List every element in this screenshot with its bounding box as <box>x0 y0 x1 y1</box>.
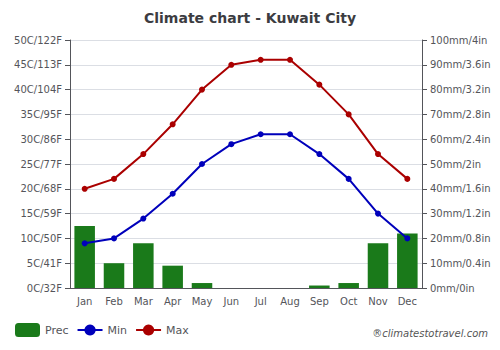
svg-text:15C/59F: 15C/59F <box>20 208 62 219</box>
svg-text:Max: Max <box>166 324 189 337</box>
svg-text:Prec: Prec <box>45 324 69 337</box>
svg-text:Jun: Jun <box>223 296 240 307</box>
svg-text:Climate chart - Kuwait City: Climate chart - Kuwait City <box>144 10 356 26</box>
svg-text:Sep: Sep <box>310 296 329 307</box>
svg-text:20mm/0.8in: 20mm/0.8in <box>430 233 491 244</box>
svg-text:100mm/4in: 100mm/4in <box>430 35 487 46</box>
svg-text:Feb: Feb <box>105 296 123 307</box>
svg-text:50C/122F: 50C/122F <box>14 35 62 46</box>
svg-text:Apr: Apr <box>164 296 182 307</box>
svg-text:35C/95F: 35C/95F <box>20 109 62 120</box>
svg-text:Nov: Nov <box>368 296 388 307</box>
svg-text:45C/113F: 45C/113F <box>14 59 62 70</box>
svg-text:0C/32F: 0C/32F <box>27 283 62 294</box>
svg-text:25C/77F: 25C/77F <box>20 159 62 170</box>
svg-text:40mm/1.6in: 40mm/1.6in <box>430 183 491 194</box>
svg-text:Jan: Jan <box>76 296 92 307</box>
svg-text:10mm/0.4in: 10mm/0.4in <box>430 258 491 269</box>
svg-text:®climatesto​travel.com: ®climatesto​travel.com <box>372 328 488 339</box>
svg-text:90mm/3.6in: 90mm/3.6in <box>430 59 491 70</box>
svg-text:10C/50F: 10C/50F <box>20 233 62 244</box>
svg-text:60mm/2.4in: 60mm/2.4in <box>430 134 491 145</box>
svg-text:Min: Min <box>108 324 128 337</box>
svg-text:Mar: Mar <box>134 296 154 307</box>
svg-text:Aug: Aug <box>280 296 300 307</box>
svg-text:Oct: Oct <box>340 296 357 307</box>
svg-text:Jul: Jul <box>254 296 267 307</box>
svg-text:30C/86F: 30C/86F <box>20 134 62 145</box>
svg-text:5C/41F: 5C/41F <box>27 258 62 269</box>
svg-text:80mm/3.2in: 80mm/3.2in <box>430 84 491 95</box>
svg-text:70mm/2.8in: 70mm/2.8in <box>430 109 491 120</box>
svg-text:40C/104F: 40C/104F <box>14 84 62 95</box>
svg-text:0mm/0in: 0mm/0in <box>430 283 475 294</box>
svg-text:30mm/1.2in: 30mm/1.2in <box>430 208 491 219</box>
svg-text:50mm/2in: 50mm/2in <box>430 159 481 170</box>
svg-text:Dec: Dec <box>398 296 417 307</box>
svg-text:May: May <box>192 296 213 307</box>
svg-text:20C/68F: 20C/68F <box>20 183 62 194</box>
